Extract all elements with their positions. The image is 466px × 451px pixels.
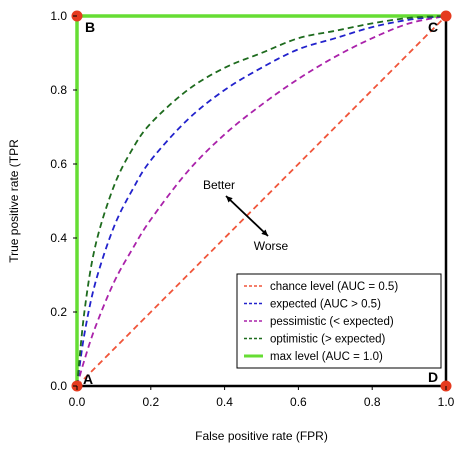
x-tick-label: 0.6 xyxy=(290,395,307,409)
x-tick-label: 1.0 xyxy=(438,395,455,409)
arrow-head xyxy=(226,196,233,203)
x-tick-label: 0.8 xyxy=(364,395,381,409)
x-tick-label: 0.4 xyxy=(216,395,233,409)
legend-box xyxy=(236,273,442,369)
x-tick-label: 0.2 xyxy=(142,395,159,409)
legend-label-2: pessimistic (< expected) xyxy=(270,316,394,328)
corner-label-a: A xyxy=(83,371,93,387)
better-label: Better xyxy=(203,178,235,192)
series-line-1 xyxy=(76,15,447,387)
corner-label-b: B xyxy=(85,19,95,35)
x-tick-label: 0.0 xyxy=(69,395,86,409)
x-axis-label: False positive rate (FPR) xyxy=(195,429,328,443)
series-line-0 xyxy=(76,15,447,387)
y-tick-label: 0.0 xyxy=(50,379,67,393)
ticks-layer: 0.0 0.2 0.4 0.6 0.8 1.0 0.0 0.2 0.4 0.6 0.8 1.0 xyxy=(50,9,454,409)
legend-label-0: chance level (AUC = 0.5) xyxy=(270,281,398,293)
arrow-head xyxy=(261,229,268,236)
worse-label: Worse xyxy=(254,239,289,253)
legend: chance level (AUC = 0.5) expected (AUC > … xyxy=(236,273,442,369)
legend-label-4: max level (AUC = 1.0) xyxy=(270,351,383,363)
series-line-2 xyxy=(76,15,447,387)
y-tick-label: 0.2 xyxy=(50,305,67,319)
y-axis-label: True positive rate (TPR xyxy=(7,139,21,263)
y-tick-label: 0.6 xyxy=(50,157,67,171)
y-tick-label: 1.0 xyxy=(50,9,67,23)
series-line-3 xyxy=(76,15,447,387)
legend-label-3: optimistic (> expected) xyxy=(270,334,386,346)
better-worse-arrow xyxy=(225,195,269,237)
corner-point-c xyxy=(440,10,452,22)
corner-label-d: D xyxy=(428,369,438,385)
corner-label-c: C xyxy=(428,19,438,35)
better-worse-annotation: Better Worse xyxy=(203,178,289,253)
y-tick-label: 0.8 xyxy=(50,83,67,97)
legend-label-1: expected (AUC > 0.5) xyxy=(270,299,381,311)
y-tick-label: 0.4 xyxy=(50,231,67,245)
